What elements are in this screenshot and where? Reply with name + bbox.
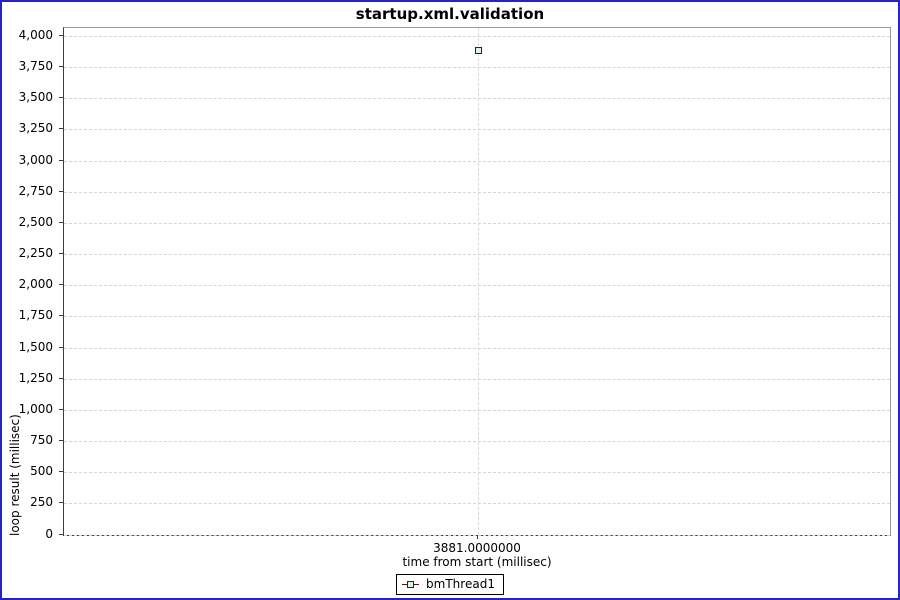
h-gridline [64,285,890,287]
y-tick-mark [59,221,63,223]
y-tick-label: 3,750 [18,59,53,74]
y-tick-label: 250 [30,495,53,510]
y-tick-mark [59,97,63,99]
y-tick-label: 3,250 [18,121,53,136]
h-gridline [64,347,890,349]
plot-area [63,27,891,536]
y-tick-mark [59,377,63,379]
y-tick-label: 4,000 [18,28,53,42]
x-tick-label: 3881.0000000 [433,541,521,555]
legend: bmThread1 [2,574,898,595]
y-tick-label: 1,000 [18,401,53,416]
h-gridline [64,316,890,318]
y-tick-label: 1,500 [18,339,53,354]
h-gridline [64,409,890,411]
h-gridline [64,503,890,505]
y-tick-label: 1,750 [18,308,53,323]
y-tick-mark [59,533,63,535]
y-tick-mark [59,35,63,36]
h-gridline [64,534,890,536]
y-tick-label: 2,500 [18,214,53,229]
h-gridline [64,254,890,256]
y-tick-label: 2,250 [18,246,53,261]
h-gridline [64,222,890,224]
y-tick-mark [59,346,63,348]
legend-square-icon [407,580,415,588]
y-tick-label: 1,250 [18,370,53,385]
y-tick-label: 750 [30,433,53,448]
y-tick-mark [59,502,63,504]
y-tick-label: 3,000 [18,152,53,167]
data-point-bmThread1 [474,47,482,55]
chart-title: startup.xml.validation [355,5,545,23]
y-tick-mark [59,315,63,317]
h-gridline [64,160,890,162]
y-tick-label: 2,750 [18,183,53,198]
h-gridline [64,129,890,131]
y-tick-mark [59,440,63,442]
legend-series-label: bmThread1 [426,577,495,591]
y-tick-label: 3,500 [18,90,53,105]
h-gridline [64,67,890,69]
h-gridline [64,191,890,193]
series-square-marker-icon [402,580,420,589]
y-tick-mark [59,408,63,410]
x-tick-mark [477,536,478,539]
h-gridline [64,36,890,37]
y-tick-mark [59,284,63,286]
y-tick-label: 0 [45,526,53,541]
y-tick-mark [59,471,63,473]
h-gridline [64,378,890,380]
y-tick-mark [59,128,63,130]
v-gridline [478,28,479,535]
legend-item-bmThread1: bmThread1 [396,574,504,595]
h-gridline [64,472,890,474]
h-gridline [64,441,890,443]
y-tick-label: 2,000 [18,277,53,292]
x-axis-title: time from start (millisec) [402,555,552,569]
y-tick-label: 500 [30,464,53,479]
y-tick-mark [59,253,63,255]
y-tick-mark [59,159,63,161]
h-gridline [64,98,890,100]
y-tick-mark [59,66,63,68]
y-tick-mark [59,190,63,192]
